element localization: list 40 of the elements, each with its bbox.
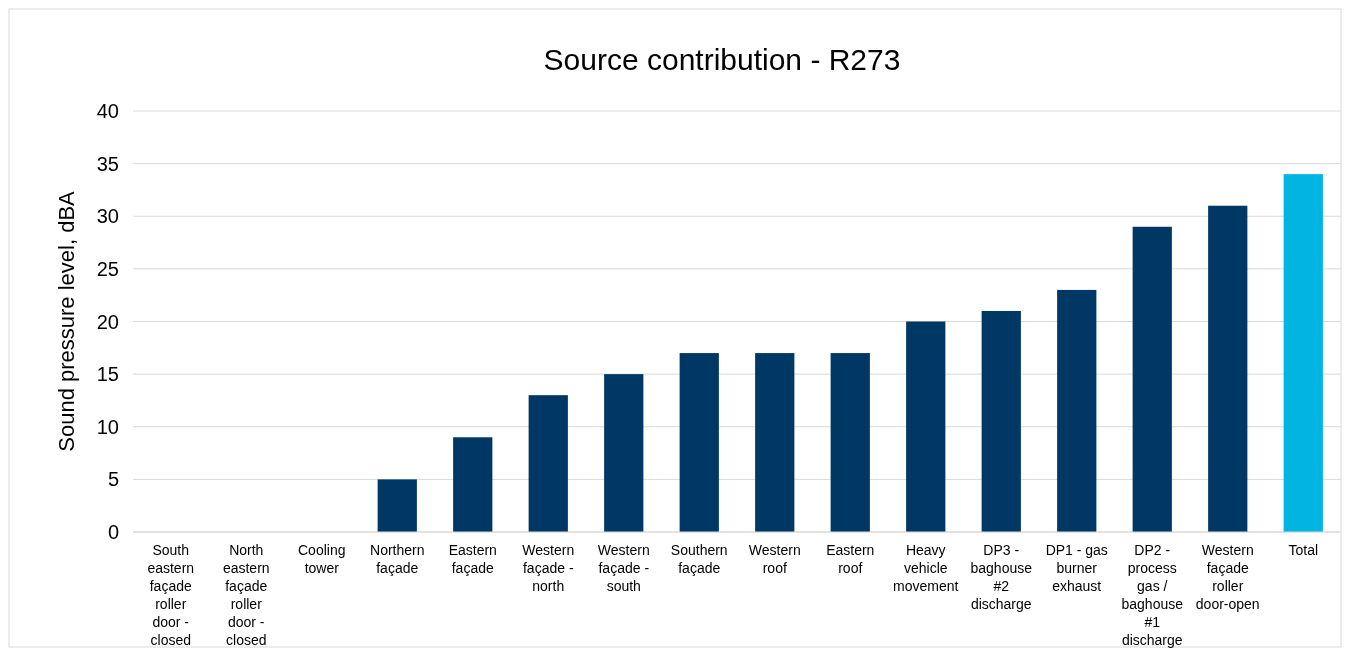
bar [981, 310, 1021, 532]
bar [1208, 205, 1248, 532]
bar [1132, 226, 1172, 532]
x-tick-label: DP1 - gas burner exhaust [1045, 542, 1108, 594]
bar [604, 374, 644, 532]
bar [377, 479, 417, 532]
chart-title: Source contribution - R273 [543, 43, 901, 76]
y-tick-label: 0 [107, 521, 119, 543]
x-tick-label: Eastern roof [826, 542, 875, 576]
bar [528, 395, 568, 532]
y-axis-title: Sound pressure level, dBA [54, 190, 79, 452]
x-tick-label: Total [1288, 542, 1319, 558]
bar [1283, 174, 1323, 532]
x-tick-label: Western roof [748, 542, 801, 576]
x-tick-label: North eastern façade roller door - closed [222, 542, 270, 648]
x-tick-label: Eastern façade [448, 542, 497, 576]
x-tick-label: Western façade - north [522, 542, 575, 594]
x-tick-label: Western façade roller door-open [1195, 542, 1260, 612]
bar [755, 353, 795, 532]
y-tick-label: 10 [96, 415, 119, 438]
bar [1057, 289, 1097, 532]
bar [453, 437, 493, 532]
x-tick-label: DP2 - process gas / baghouse #1 discharge [1121, 542, 1184, 648]
y-tick-label: 5 [107, 468, 119, 491]
y-tick-label: 40 [96, 100, 119, 122]
x-tick-label: DP3 - baghouse #2 discharge [970, 542, 1033, 612]
bar [830, 353, 870, 532]
bar [906, 321, 946, 532]
x-tick-label: Northern façade [370, 542, 425, 576]
x-tick-label: Southern façade [670, 542, 728, 576]
y-tick-label: 35 [96, 152, 119, 175]
bar [679, 353, 719, 532]
x-tick-label: Western façade - south [597, 542, 650, 594]
x-tick-label: Heavy vehicle movement [893, 542, 959, 594]
y-tick-label: 30 [96, 205, 119, 228]
y-tick-label: 25 [96, 257, 119, 280]
x-tick-label: Cooling tower [298, 542, 346, 576]
y-tick-label: 20 [96, 310, 119, 333]
x-tick-label: South eastern façade roller door - closed [147, 542, 195, 648]
y-tick-label: 15 [96, 363, 119, 386]
